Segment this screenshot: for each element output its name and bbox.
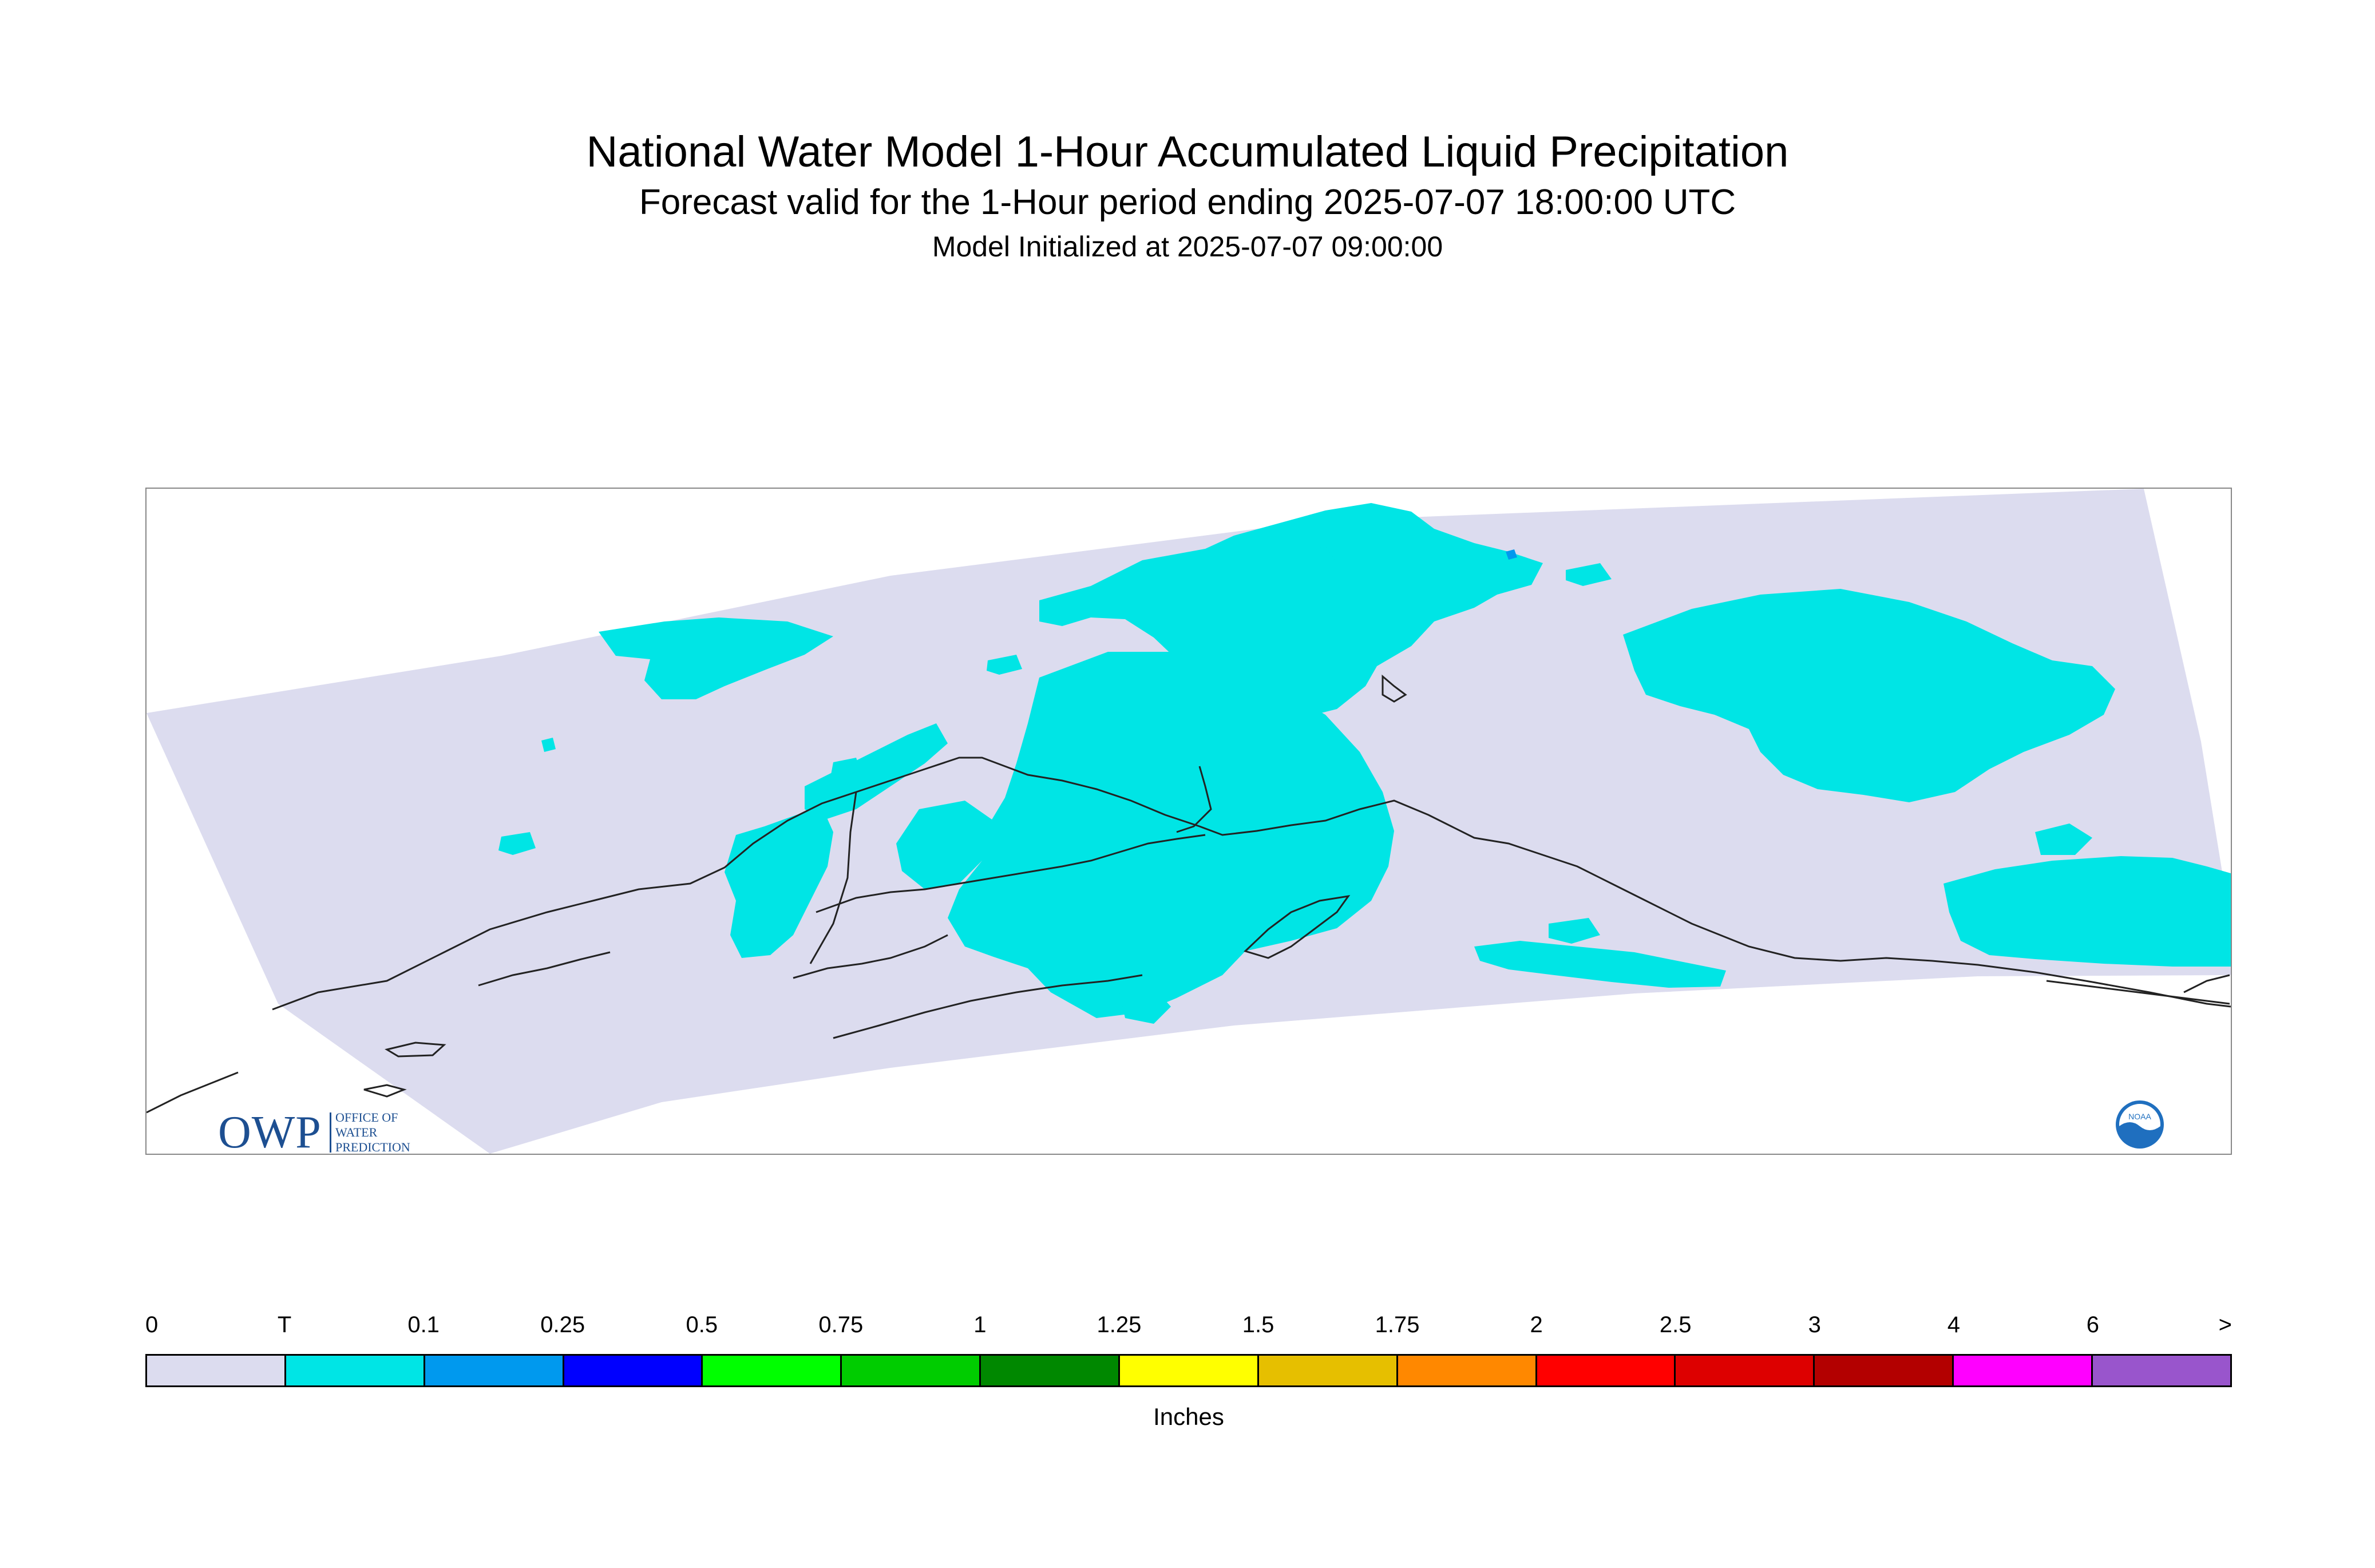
precipitation-legend: 0 T 0.1 0.25 0.5 0.75 1 1.25 1.5 1.75 2 2.5 3 4 6 > Inc… [145,1310,2232,1442]
legend-tick-label: 0.5 [686,1312,718,1337]
trace-region-tiny-2 [987,655,1022,675]
owp-logo: OWP OFFICE OF WATER PREDICTION [218,1107,458,1155]
trace-region-west-strip [805,723,948,821]
trace-region-small-west [498,832,536,855]
owp-logo-letters: OWP [218,1107,322,1155]
legend-swatch [147,1356,286,1385]
owp-logo-text: OFFICE OF WATER PREDICTION [335,1110,410,1154]
coastline-islands-west [478,951,611,987]
owp-logo-divider [330,1112,331,1153]
coastline-southeast-panhandle [2046,980,2230,1005]
legend-tick-label: 1.75 [1375,1312,1420,1337]
coastline-small-island-2 [363,1084,407,1098]
noaa-logo-icon: NOAA [2116,1100,2164,1149]
forecast-valid-subtitle: Forecast valid for the 1-Hour period end… [639,183,1736,222]
legend-tick-label: 0.25 [540,1312,585,1337]
trace-region-northwest [599,617,833,699]
coastline-aleutians [833,974,1143,1039]
coastline-lake [1382,674,1407,703]
legend-swatch [1954,1356,2093,1385]
header: National Water Model 1-Hour Accumulated … [0,126,2375,267]
trace-region-small-se [1549,918,1600,944]
legend-tick-label: 2.5 [1659,1312,1692,1337]
legend-tick-label: 0 [145,1312,159,1337]
svg-text:NOAA: NOAA [2128,1112,2151,1121]
owp-logo-line2: WATER [335,1125,378,1139]
trace-region-central [948,652,1394,1018]
legend-units-label: Inches [1153,1403,1224,1430]
coastline-se-far [2183,974,2230,993]
page-title: National Water Model 1-Hour Accumulated … [586,128,1789,176]
coastline-bristol-bay [793,934,948,979]
trace-region-small-north [1285,546,1337,572]
coastline-southwest-islands [147,1071,239,1114]
trace-region-north-central [1039,503,1543,718]
coastline-inlet [1176,766,1212,833]
trace-precipitation-regions [498,503,2231,1024]
coastline-inland-boundary [809,791,857,964]
legend-swatch [1676,1356,1815,1385]
legend-swatch [1120,1356,1259,1385]
trace-region-south-coast [1474,941,1726,988]
trace-region-far-east [2035,823,2092,855]
precipitation-map [147,489,2231,1154]
legend-swatch [564,1356,703,1385]
precip-spot-heavier [1506,549,1517,560]
map-panel: OWP OFFICE OF WATER PREDICTION NOAA [145,488,2232,1155]
trace-region-east-blob [1858,678,1932,713]
legend-swatch [1815,1356,1954,1385]
legend-tick-label: 0.75 [818,1312,864,1337]
legend-swatch [425,1356,564,1385]
legend-tick-label: 1 [973,1312,987,1337]
legend-swatch [842,1356,981,1385]
owp-logo-line1: OFFICE OF [335,1110,398,1124]
legend-swatch [1537,1356,1676,1385]
owp-logo-line3: PREDICTION [335,1140,410,1154]
legend-tick-label: 0.1 [407,1312,440,1337]
legend-labels: 0 T 0.1 0.25 0.5 0.75 1 1.25 1.5 1.75 2 2.5 3 4 6 > [145,1310,2232,1345]
legend-swatch [1398,1356,1537,1385]
trace-region-southwest [896,801,993,889]
legend-swatch [1258,1356,1398,1385]
legend-swatch [286,1356,425,1385]
legend-tick-label: 2 [1530,1312,1543,1337]
coastline-main [272,757,2231,1011]
legend-tick-label: > [2218,1312,2232,1337]
legend-tick-label: 4 [1947,1312,1960,1337]
legend-tick-label: 6 [2086,1312,2100,1337]
coastlines [147,674,2231,1114]
coastline-alaska-peninsula [816,834,1206,913]
legend-tick-label: 1.5 [1242,1312,1274,1337]
legend-swatch [2093,1356,2230,1385]
legend-color-bar [145,1354,2232,1387]
legend-swatch [703,1356,842,1385]
legend-tick-label: 3 [1808,1312,1821,1337]
trace-region-small-south [1119,988,1171,1024]
legend-tick-label: T [277,1312,292,1337]
coastline-small-island-1 [385,1042,446,1058]
trace-region-southeast [1943,856,2231,967]
coastline-kodiak [1244,894,1351,959]
legend-swatch [981,1356,1121,1385]
model-initialized-text: Model Initialized at 2025-07-07 09:00:00 [932,231,1443,263]
legend-tick-label: 1.25 [1097,1312,1142,1337]
trace-region-tiny-3 [541,738,556,752]
trace-region-tiny-1 [1566,563,1612,586]
